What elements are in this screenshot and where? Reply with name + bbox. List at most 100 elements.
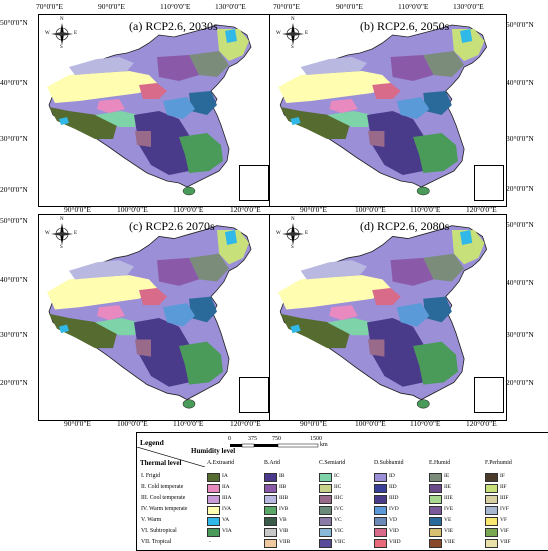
compass-s-label: S bbox=[291, 45, 294, 50]
top-lon-label: 130°0'0"E bbox=[453, 2, 484, 11]
climate-zone-region bbox=[157, 257, 199, 286]
climate-zone-region bbox=[280, 107, 350, 139]
north-arrow-icon: N S E W bbox=[276, 217, 308, 250]
legend-code: IIB bbox=[279, 484, 287, 490]
humidity-column-header: C.Semiarid bbox=[319, 460, 346, 466]
bottom-lon-label: 100°0'0"E bbox=[117, 205, 148, 214]
top-lon-label: 70°0'0"E bbox=[273, 2, 300, 11]
legend-code: VIIF bbox=[500, 539, 511, 545]
climate-zone-region bbox=[69, 57, 134, 75]
legend-code: VID bbox=[389, 528, 399, 534]
panel-title: (a) RCP2.6, 2030s bbox=[129, 19, 218, 33]
climate-zone-region bbox=[367, 111, 434, 175]
lat-label: 20°0'0"N bbox=[506, 378, 534, 387]
legend-swatch bbox=[429, 517, 442, 526]
legend-code: VB bbox=[279, 517, 287, 523]
legend-swatch bbox=[264, 539, 277, 548]
compass-rose-graphic bbox=[51, 223, 73, 245]
map-panel-d: N S E W (d) RCP2.6, 2080s bbox=[269, 214, 507, 421]
climate-zone-region bbox=[327, 111, 373, 127]
climate-zone-region bbox=[329, 99, 358, 113]
thermal-row-label: III. Cool temperate bbox=[141, 495, 186, 501]
lat-label: 30°0'0"N bbox=[506, 330, 534, 339]
climate-zone-region bbox=[217, 29, 249, 61]
lat-label: 30°0'0"N bbox=[0, 330, 28, 339]
humidity-column-header: F.Perhumid bbox=[485, 460, 512, 466]
legend-swatch bbox=[429, 539, 442, 548]
legend-swatch bbox=[485, 517, 498, 526]
lat-label: 40°0'0"N bbox=[506, 78, 534, 87]
bottom-lon-label: 90°0'0"E bbox=[300, 205, 327, 214]
legend-code: VE bbox=[444, 517, 452, 523]
scale-bar-graphic bbox=[230, 443, 319, 448]
thermal-row-label: VII. Tropical bbox=[141, 539, 172, 545]
legend-code: IVF bbox=[500, 506, 509, 512]
china-climate-map bbox=[47, 24, 252, 196]
compass-n-label: N bbox=[60, 17, 64, 22]
legend-code: IVB bbox=[279, 506, 289, 512]
map-panel-a: N S E W (a) RCP2.6, 2030s bbox=[38, 14, 271, 207]
legend-code: IIF bbox=[500, 484, 507, 490]
climate-zone-region bbox=[225, 230, 237, 246]
climate-zone-region bbox=[157, 55, 199, 81]
legend-swatch bbox=[374, 506, 387, 515]
legend-code: VIIE bbox=[444, 539, 455, 545]
bottom-lon-label: 90°0'0"E bbox=[64, 205, 91, 214]
legend-swatch bbox=[319, 473, 332, 482]
legend-code: VIIC bbox=[334, 539, 346, 545]
compass-w-label: W bbox=[276, 231, 281, 236]
legend-code: IVD bbox=[389, 506, 399, 512]
legend-code: IIID bbox=[389, 495, 399, 501]
climate-zone-region bbox=[327, 318, 373, 336]
scale-tick: 750 bbox=[272, 436, 281, 442]
climate-zone-region bbox=[59, 324, 69, 334]
climate-zone-region bbox=[189, 91, 217, 115]
legend-swatch bbox=[429, 528, 442, 537]
legend-swatch bbox=[485, 473, 498, 482]
legend-swatch bbox=[374, 517, 387, 526]
legend-code: IIIA bbox=[222, 495, 232, 501]
lat-label: 20°0'0"N bbox=[506, 184, 534, 193]
bottom-lon-label: 110°0'0"E bbox=[173, 419, 204, 428]
climate-zone-region bbox=[47, 275, 159, 310]
top-lon-label: 90°0'0"E bbox=[98, 2, 125, 11]
climate-zone-region bbox=[278, 71, 393, 103]
compass-rose-graphic bbox=[51, 23, 73, 45]
bottom-lon-label: 90°0'0"E bbox=[300, 419, 327, 428]
north-arrow-icon: N S E W bbox=[276, 17, 308, 50]
climate-zone-region bbox=[396, 97, 430, 119]
map-panel-c: N S E W (c) RCP2.6 2070s bbox=[38, 214, 271, 421]
north-arrow-icon: N S E W bbox=[45, 217, 77, 250]
legend-code: IIIB bbox=[279, 495, 289, 501]
lat-label: 40°0'0"N bbox=[506, 278, 534, 287]
bottom-lon-label: 100°0'0"E bbox=[117, 419, 148, 428]
bottom-lon-label: 120°0'0"E bbox=[230, 419, 261, 428]
legend-code: VIID bbox=[389, 539, 401, 545]
compass-w-label: W bbox=[276, 31, 281, 36]
compass-rose-graphic bbox=[282, 223, 304, 245]
climate-zone-region bbox=[134, 318, 199, 387]
climate-zone-region bbox=[97, 305, 125, 321]
climate-zone-region bbox=[59, 117, 69, 125]
climate-zone-region bbox=[139, 287, 167, 306]
panel-title: (d) RCP2.6, 2080s bbox=[360, 219, 450, 233]
legend-code: IIA bbox=[222, 484, 230, 490]
bottom-lon-label: 110°0'0"E bbox=[173, 205, 204, 214]
climate-zone-region bbox=[372, 83, 401, 99]
legend-swatch bbox=[485, 495, 498, 504]
south-china-sea-inset bbox=[474, 165, 504, 201]
compass-s-label: S bbox=[60, 245, 63, 250]
compass-n-label: N bbox=[291, 217, 295, 222]
climate-zone-region bbox=[135, 339, 151, 357]
legend-swatch bbox=[207, 506, 220, 515]
legend-swatch bbox=[264, 473, 277, 482]
south-china-sea-inset bbox=[474, 377, 504, 413]
legend-code: IB bbox=[279, 473, 285, 479]
climate-zone-region bbox=[367, 318, 434, 387]
legend-code: - bbox=[209, 539, 211, 545]
climate-zone-region bbox=[390, 257, 434, 286]
legend-swatch bbox=[264, 517, 277, 526]
bottom-lon-label: 120°0'0"E bbox=[230, 205, 261, 214]
lat-label: 30°0'0"N bbox=[506, 134, 534, 143]
hainan-island bbox=[416, 399, 430, 409]
